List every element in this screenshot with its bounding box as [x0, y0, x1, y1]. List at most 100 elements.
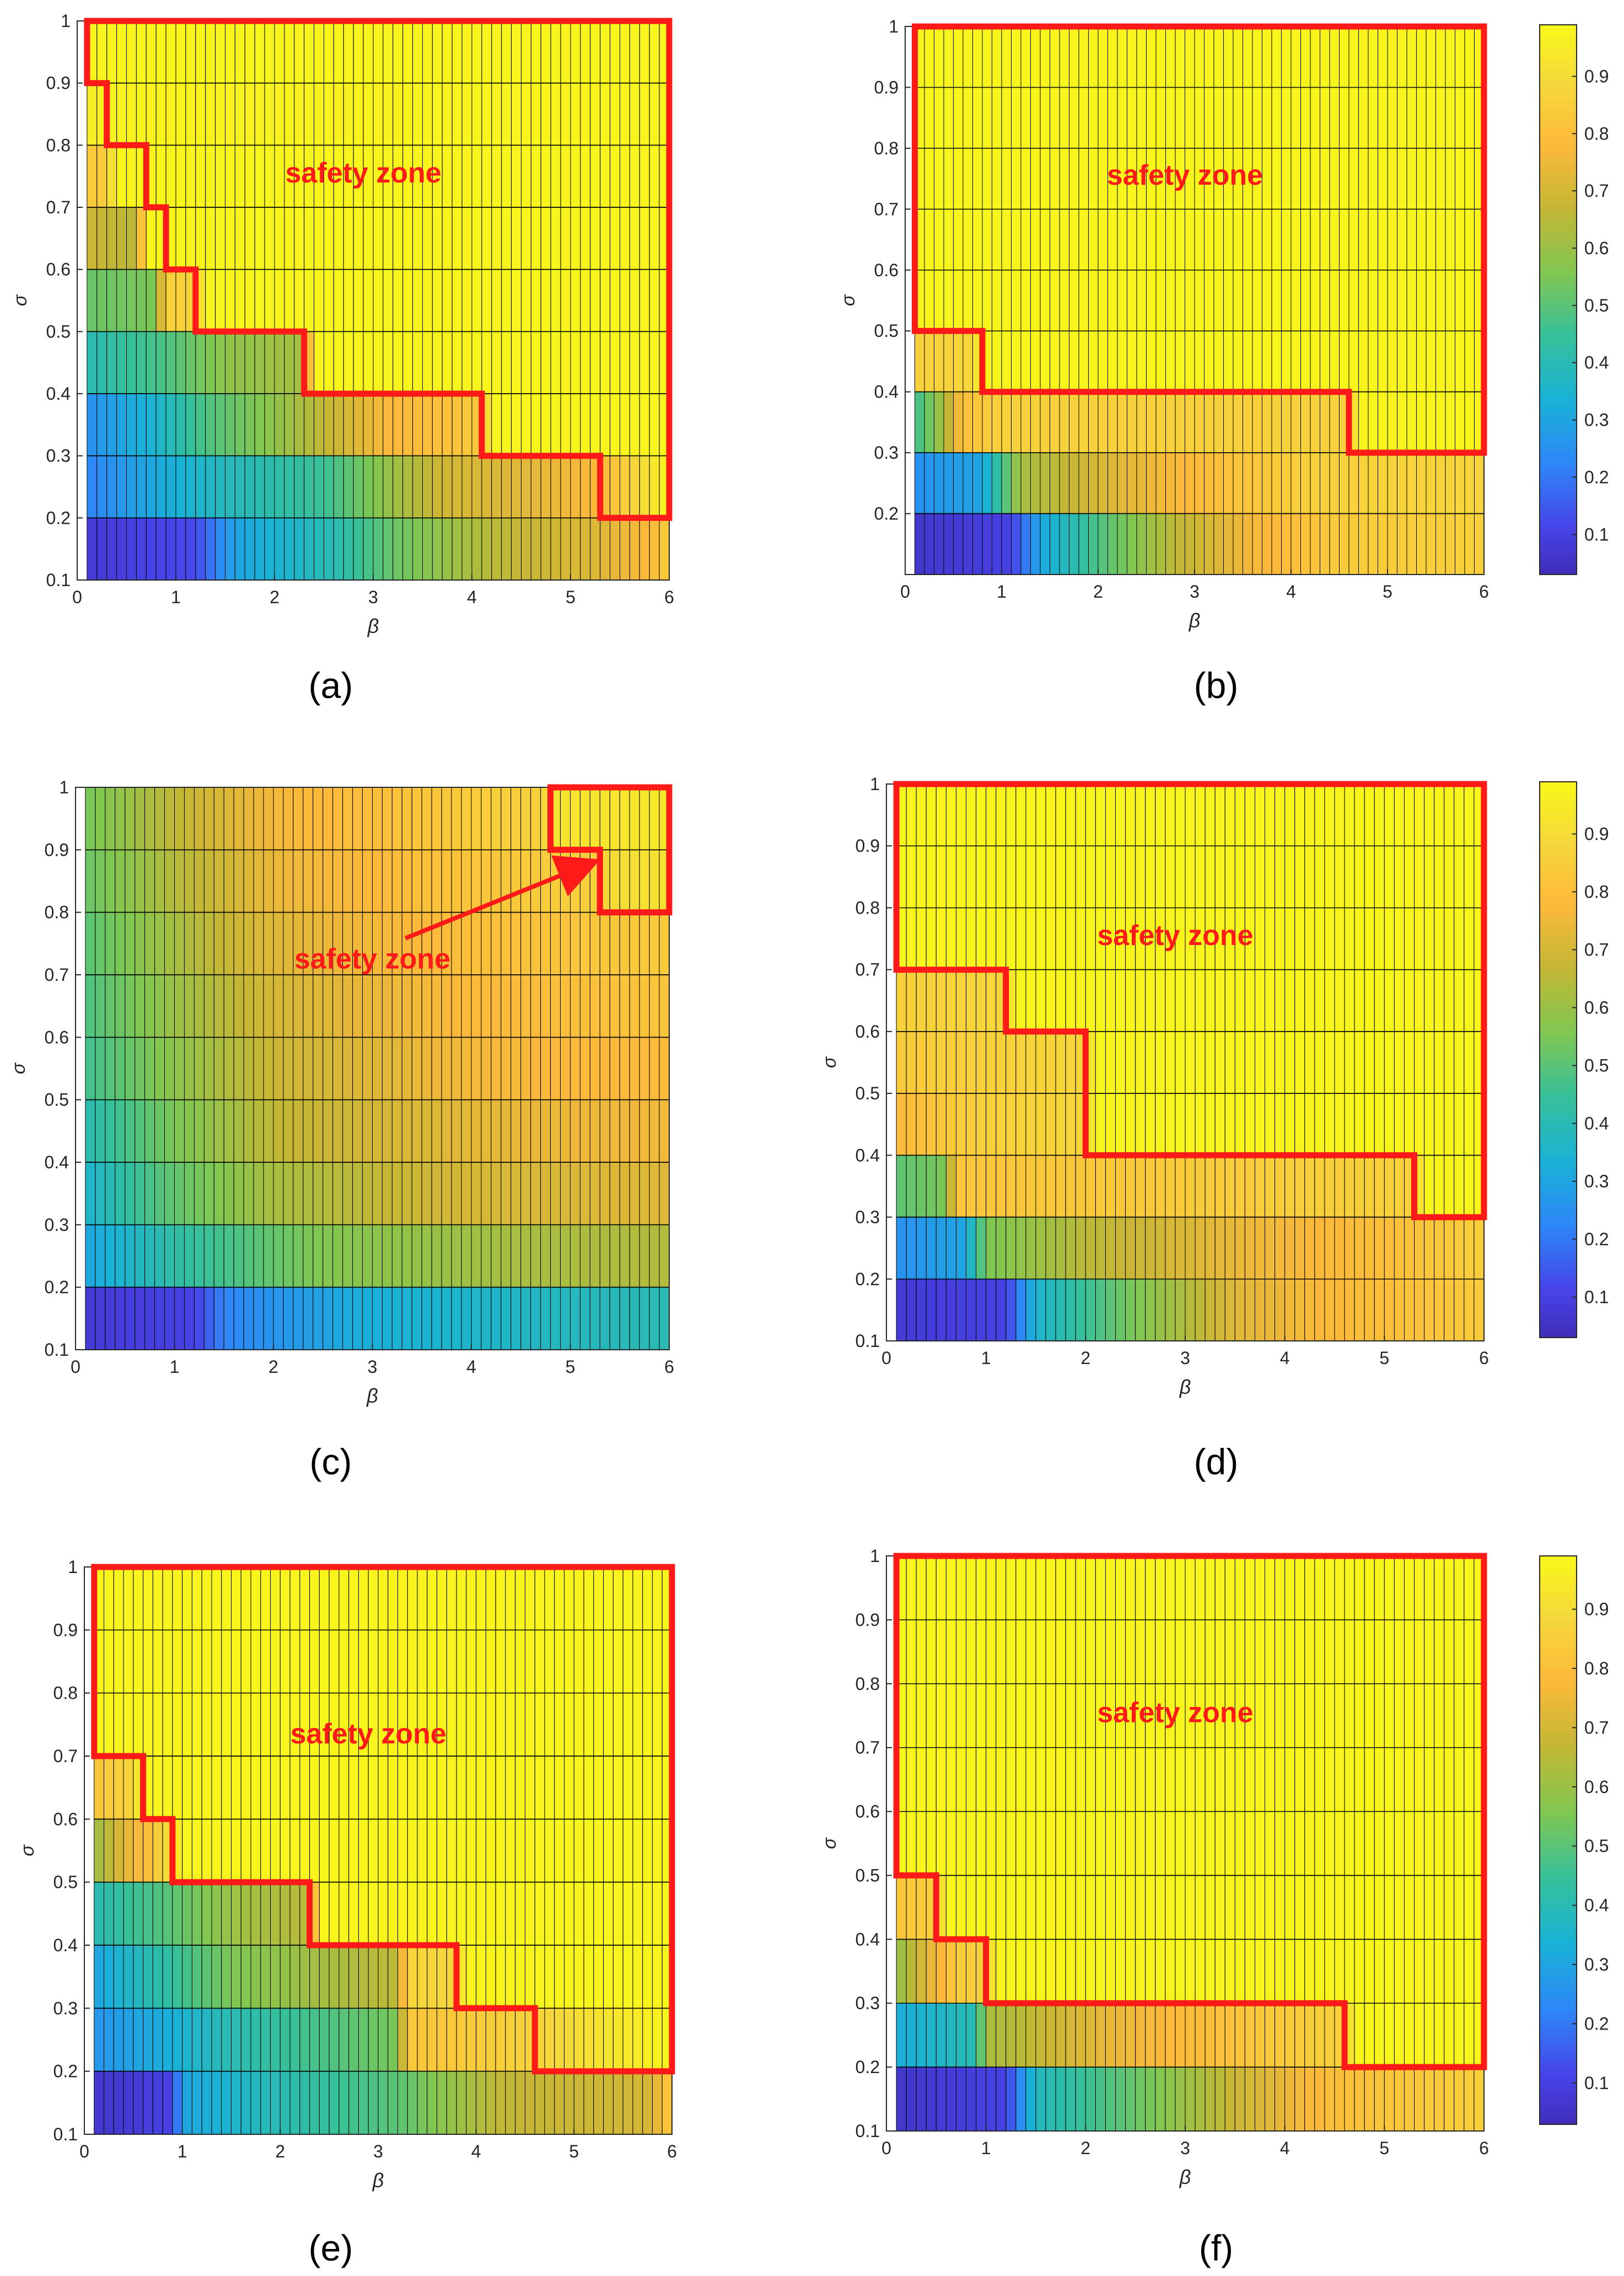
heatmap-cell — [1035, 783, 1046, 970]
heatmap-cell — [126, 83, 137, 146]
heatmap-cell — [610, 331, 620, 394]
heatmap-cell — [182, 1756, 192, 1819]
colorbar-swatch — [1540, 442, 1577, 446]
heatmap-cell — [362, 1037, 373, 1101]
colorbar-swatch — [1540, 1780, 1577, 1784]
heatmap-cell — [162, 2071, 173, 2135]
heatmap-cell — [391, 1224, 402, 1288]
heatmap-cell — [1050, 513, 1060, 575]
heatmap-cell — [579, 849, 590, 913]
colorbar-swatch — [1540, 497, 1577, 501]
colorbar-swatch — [1540, 1772, 1577, 1775]
colorbar-swatch — [1540, 1894, 1577, 1898]
heatmap-cell — [1294, 1939, 1305, 2004]
colorbar-swatch — [1540, 2084, 1577, 2088]
heatmap-cell — [1284, 1217, 1295, 1280]
heatmap-cell — [924, 26, 934, 331]
heatmap-cell — [1387, 452, 1397, 514]
heatmap-cell — [1454, 2003, 1465, 2068]
heatmap-cell — [1115, 1875, 1126, 1940]
colorbar-swatch — [1540, 1140, 1577, 1144]
heatmap-cell — [174, 1162, 185, 1225]
heatmap-cell — [1224, 969, 1235, 1032]
heatmap-cell — [1059, 391, 1069, 453]
colorbar-swatch — [1540, 1182, 1577, 1185]
heatmap-cell — [442, 83, 453, 146]
heatmap-cell — [1294, 2066, 1305, 2132]
heatmap-cell — [495, 2071, 506, 2135]
heatmap-cell — [945, 1555, 956, 1876]
heatmap-cell — [642, 2071, 653, 2135]
heatmap-cell — [1344, 1155, 1355, 1218]
colorbar-swatch — [1540, 1010, 1577, 1013]
heatmap-cell — [649, 787, 660, 850]
heatmap-cell — [1020, 26, 1031, 331]
heatmap-cell — [1165, 1155, 1176, 1218]
heatmap-cell — [1324, 1555, 1335, 1876]
heatmap-cell — [1165, 330, 1176, 393]
heatmap-cell — [1334, 1939, 1345, 2004]
heatmap-cell — [622, 1818, 633, 1883]
heatmap-cell — [501, 1162, 512, 1225]
heatmap-cell — [1001, 513, 1012, 575]
heatmap-cell — [1085, 1155, 1096, 1218]
heatmap-cell — [401, 1037, 412, 1101]
heatmap-cell — [622, 2007, 633, 2072]
heatmap-cell — [1214, 1939, 1225, 2004]
heatmap-cell — [1300, 26, 1311, 331]
colorbar-tick-label: 0.8 — [1584, 1658, 1609, 1678]
colorbar-swatch — [1540, 1874, 1577, 1878]
heatmap-cell — [1314, 1279, 1325, 1341]
colorbar-swatch — [1540, 209, 1577, 212]
colorbar-swatch — [1540, 1820, 1577, 1824]
heatmap-cell — [353, 269, 364, 332]
colorbar-swatch — [1540, 820, 1577, 824]
heatmap-cell — [105, 787, 116, 850]
x-tick-label: 5 — [1383, 582, 1392, 602]
colorbar-swatch — [1540, 787, 1577, 791]
heatmap-cell — [368, 2007, 379, 2072]
heatmap-cell — [986, 1279, 997, 1341]
heatmap-cell — [1127, 513, 1137, 575]
colorbar-swatch — [1540, 1917, 1577, 1920]
heatmap-cell — [1185, 1093, 1196, 1156]
heatmap-cell — [629, 1099, 640, 1163]
heatmap-cell — [583, 1566, 594, 1757]
heatmap-cell — [934, 391, 944, 453]
heatmap-cell — [976, 1155, 987, 1218]
colorbar-swatch — [1540, 129, 1577, 133]
heatmap-cell — [481, 269, 492, 332]
heatmap-cell — [446, 1882, 457, 1946]
heatmap-cell — [231, 2007, 241, 2072]
heatmap-cell — [417, 1756, 428, 1819]
heatmap-cell — [1364, 1875, 1375, 1940]
heatmap-cell — [164, 1037, 175, 1101]
heatmap-cell — [431, 1224, 442, 1288]
heatmap-cell — [540, 20, 551, 84]
colorbar-swatch — [1540, 831, 1577, 835]
colorbar-swatch — [1540, 1675, 1577, 1679]
heatmap-cell — [1290, 452, 1301, 514]
heatmap-cell — [319, 1882, 330, 1946]
heatmap-cell — [260, 1882, 271, 1946]
y-tick-label: 0.7 — [45, 965, 69, 985]
colorbar-swatch — [1540, 33, 1577, 36]
colorbar-swatch — [1540, 2096, 1577, 2100]
heatmap-cell — [422, 83, 433, 146]
heatmap-cell — [1324, 2066, 1335, 2132]
heatmap-cell — [629, 1037, 640, 1101]
heatmap-cell — [353, 331, 364, 394]
colorbar-swatch — [1540, 1132, 1577, 1135]
colorbar-swatch — [1540, 935, 1577, 938]
colorbar-tick-label: 0.2 — [1584, 2014, 1609, 2033]
heatmap-cell — [324, 269, 334, 332]
heatmap-cell — [135, 787, 146, 850]
colorbar-swatch — [1540, 222, 1577, 226]
heatmap-cell — [1387, 330, 1397, 393]
heatmap-cell — [495, 1818, 506, 1883]
colorbar-swatch — [1540, 2047, 1577, 2051]
heatmap-cell — [530, 207, 541, 270]
x-tick-label: 6 — [664, 587, 674, 607]
heatmap-cell — [1015, 1939, 1026, 2004]
heatmap-cell — [525, 1882, 535, 1946]
